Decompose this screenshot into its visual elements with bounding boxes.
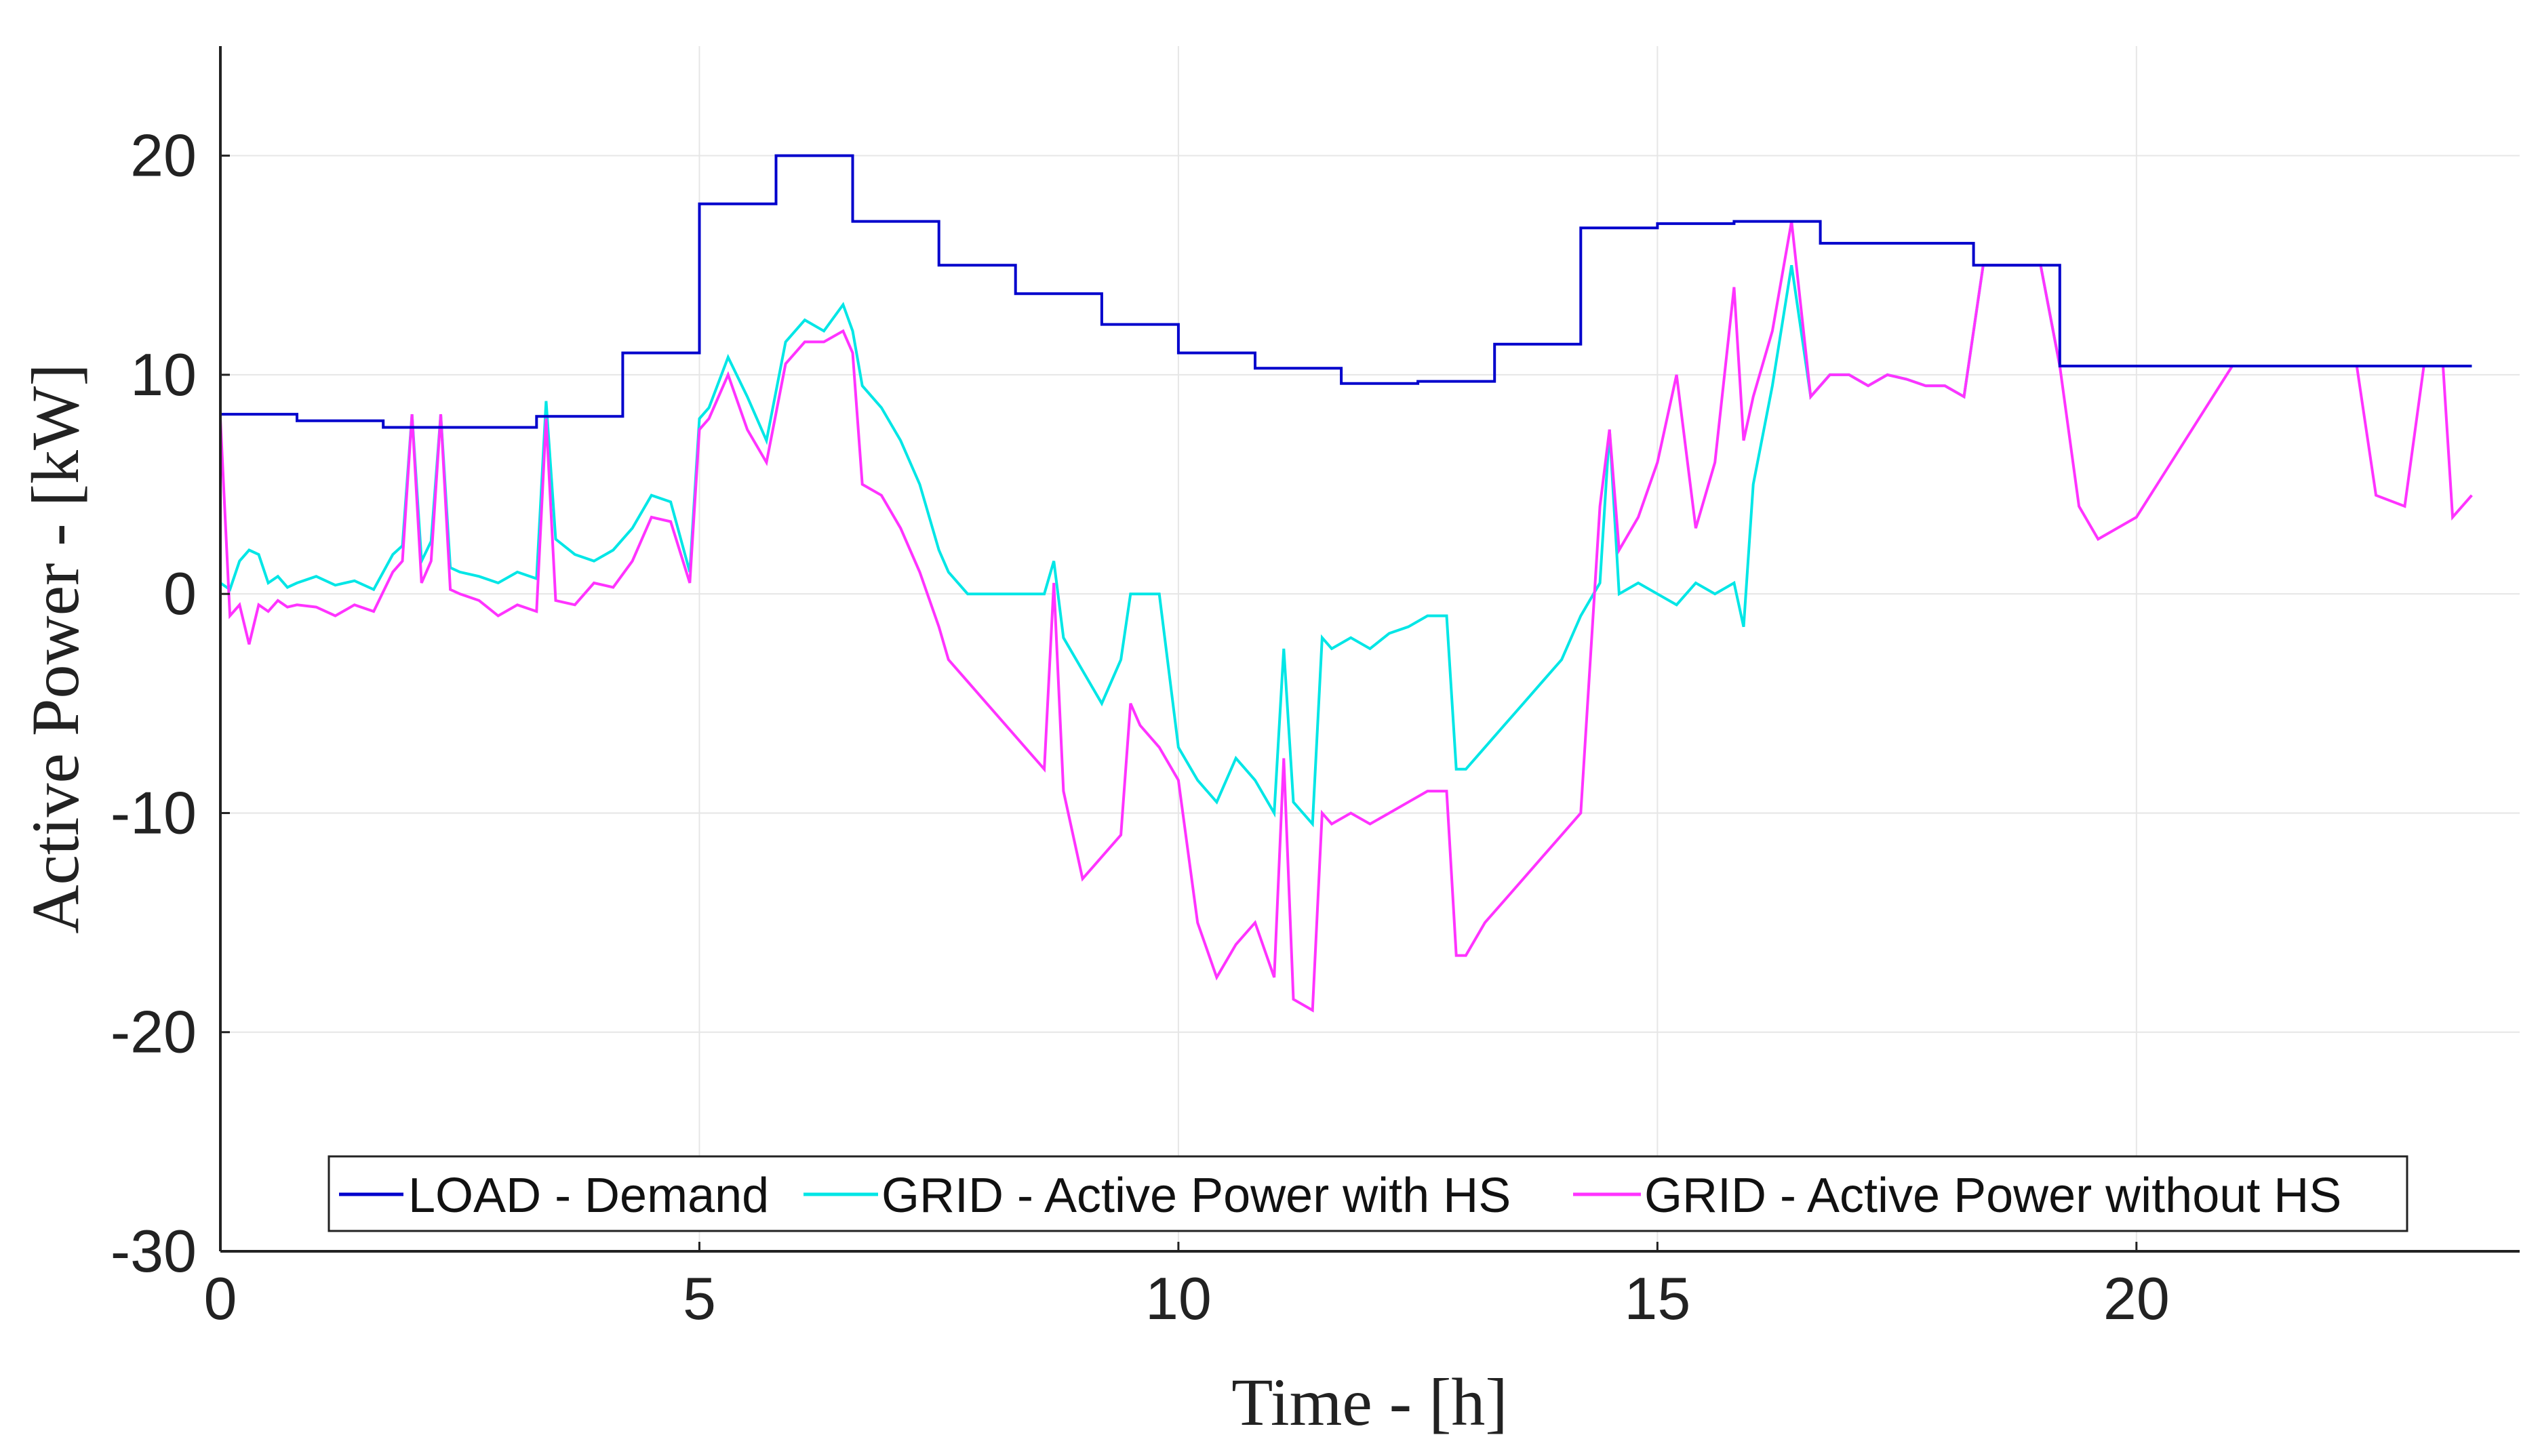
x-tick-labels: 0 5 10 15 20 [204, 1242, 2170, 1332]
legend: LOAD - Demand GRID - Active Power with H… [328, 1155, 2408, 1232]
series-line-0 [220, 154, 2472, 429]
y-tick-label: 20 [130, 122, 197, 189]
series-line-2 [219, 221, 2473, 1013]
series-layer [219, 154, 2473, 1013]
y-axis-title: Active Power - [kW] [18, 363, 93, 933]
legend-label-grid-with-hs: GRID - Active Power with HS [881, 1169, 1511, 1223]
y-tick-labels: -30 -20 -10 0 10 20 [111, 122, 230, 1285]
y-tick-label: -20 [111, 998, 197, 1066]
x-axis-title: Time - [h] [1231, 1364, 1507, 1440]
y-tick-label: 10 [130, 341, 197, 408]
legend-label-grid-without-hs: GRID - Active Power without HS [1644, 1169, 2341, 1223]
y-tick-label: -10 [111, 779, 197, 846]
legend-label-load: LOAD - Demand [408, 1169, 769, 1223]
y-tick-label: -30 [111, 1217, 197, 1285]
x-tick-label: 10 [1145, 1265, 1212, 1332]
x-tick-label: 5 [683, 1265, 716, 1332]
legend-box [328, 1155, 2408, 1232]
x-tick-label: 20 [2103, 1265, 2170, 1332]
x-tick-label: 0 [204, 1265, 237, 1332]
y-tick-label: 0 [163, 560, 197, 627]
x-tick-label: 15 [1624, 1265, 1690, 1332]
